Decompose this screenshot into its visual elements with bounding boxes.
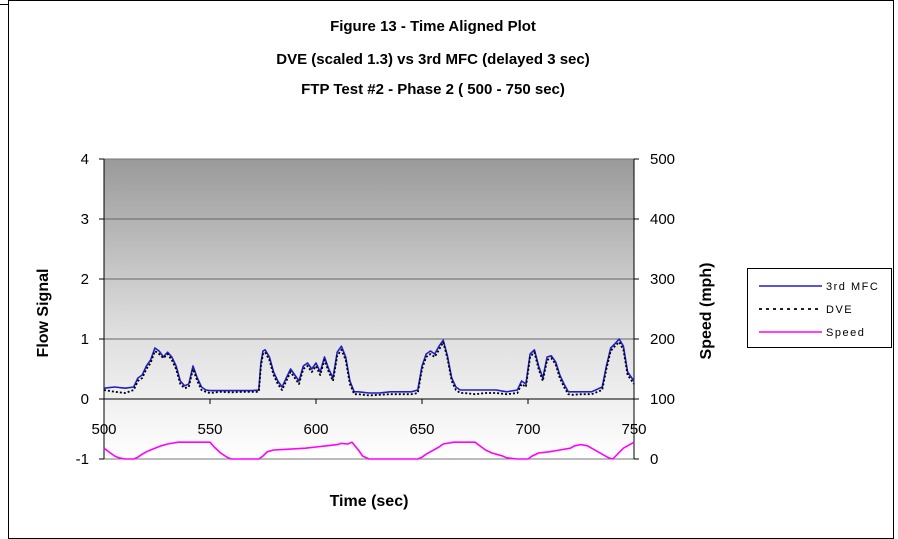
y-tick-label: 2 — [81, 271, 89, 288]
plot-area — [104, 159, 634, 459]
legend-label: DVE — [826, 304, 853, 316]
y-tick-label: 1 — [81, 331, 89, 348]
y2-tick-label: 500 — [650, 151, 675, 168]
x-tick-label: 600 — [303, 421, 328, 438]
y2-tick-label: 300 — [650, 271, 675, 288]
x-tick-label: 500 — [91, 421, 116, 438]
y-axis-title: Flow Signal — [35, 269, 52, 358]
y2-tick-label: 400 — [650, 211, 675, 228]
y-tick-label: 3 — [81, 211, 89, 228]
x-tick-label: 700 — [515, 421, 540, 438]
chart-title-line-3: FTP Test #2 - Phase 2 ( 500 - 750 sec) — [301, 81, 565, 98]
x-tick-label: 650 — [409, 421, 434, 438]
x-tick-label: 750 — [621, 421, 646, 438]
y-tick-label: 0 — [81, 391, 89, 408]
legend-label: Speed — [826, 327, 865, 339]
y-tick-label: 4 — [81, 151, 89, 168]
x-tick-label: 550 — [197, 421, 222, 438]
y2-tick-label: 0 — [650, 451, 658, 468]
chart-title-line-2: DVE (scaled 1.3) vs 3rd MFC (delayed 3 s… — [276, 51, 589, 68]
y2-tick-label: 100 — [650, 391, 675, 408]
legend-label: 3rd MFC — [826, 281, 879, 293]
y-tick-label: -1 — [76, 451, 89, 468]
y2-axis-title: Speed (mph) — [698, 263, 715, 360]
chart-title-line-1: Figure 13 - Time Aligned Plot — [330, 18, 536, 35]
x-axis-title: Time (sec) — [330, 493, 409, 510]
legend: 3rd MFC DVE Speed — [748, 269, 892, 348]
y2-tick-label: 200 — [650, 331, 675, 348]
